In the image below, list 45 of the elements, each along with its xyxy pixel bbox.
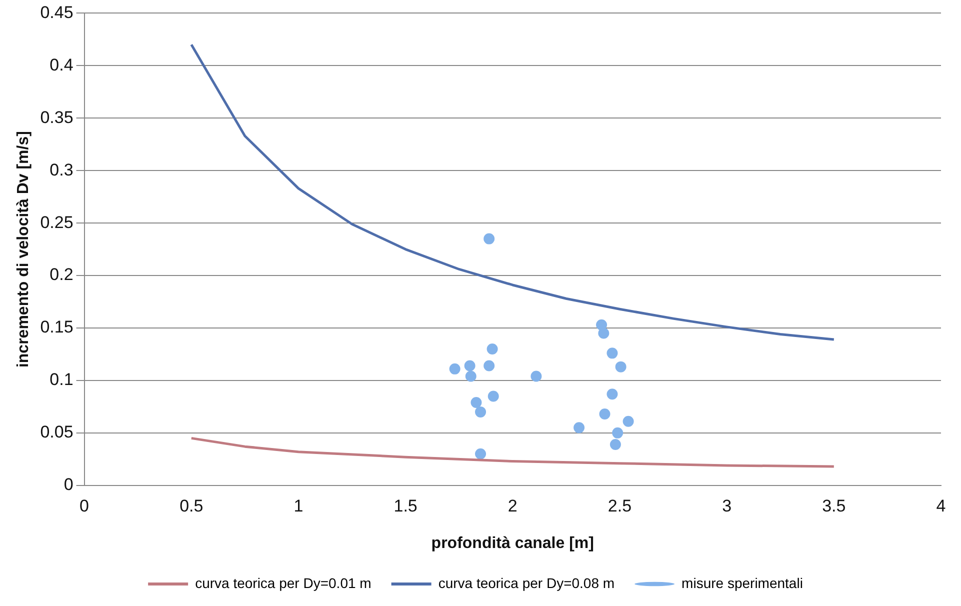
point — [622, 416, 634, 427]
point — [464, 360, 476, 372]
x-tick-label: 4 — [936, 496, 946, 516]
point — [465, 370, 476, 382]
point — [484, 233, 495, 244]
point — [615, 361, 626, 372]
point — [470, 397, 482, 408]
legend-label: curva teorica per Dy=0.01 m — [195, 574, 372, 591]
legend-label: misure sperimentali — [682, 574, 803, 591]
x-tick-label: 3 — [722, 496, 732, 516]
point — [475, 448, 486, 460]
x-tick-label: 3.5 — [822, 496, 846, 516]
x-tick-label: 2 — [508, 496, 518, 516]
y-tick-label: 0.4 — [50, 55, 74, 74]
x-tick-label: 2.5 — [608, 496, 632, 516]
y-tick-label: 0.35 — [40, 108, 74, 127]
y-tick-label: 0.1 — [50, 370, 74, 390]
point — [596, 319, 608, 330]
y-tick-label: 0.45 — [40, 2, 74, 22]
x-axis-title: profondità canale [m] — [431, 534, 594, 552]
point — [598, 328, 610, 339]
point — [612, 427, 624, 438]
x-tick-label: 1.5 — [394, 496, 418, 516]
legend-label: curva teorica per Dy=0.08 m — [438, 574, 615, 591]
point — [610, 438, 621, 450]
point — [599, 408, 610, 420]
x-tick-label: 0.5 — [180, 496, 204, 516]
y-tick-label: 0.05 — [40, 422, 74, 442]
y-tick-label: 0.15 — [40, 318, 74, 337]
point — [574, 422, 585, 434]
x-tick-label: 1 — [294, 496, 304, 516]
point — [488, 390, 499, 402]
y-tick-label: 0.3 — [50, 160, 74, 180]
point — [449, 363, 460, 374]
point — [486, 343, 498, 354]
point — [484, 360, 495, 372]
point — [606, 388, 618, 400]
y-tick-label: 0.2 — [50, 265, 74, 284]
y-tick-label: 0 — [64, 475, 74, 494]
point — [475, 406, 486, 418]
point — [530, 370, 542, 382]
x-tick-label: 0 — [80, 496, 90, 516]
y-axis-title: incremento di velocità Dv [m/s] — [15, 131, 32, 368]
point — [606, 348, 618, 359]
y-tick-label: 0.25 — [40, 212, 74, 232]
